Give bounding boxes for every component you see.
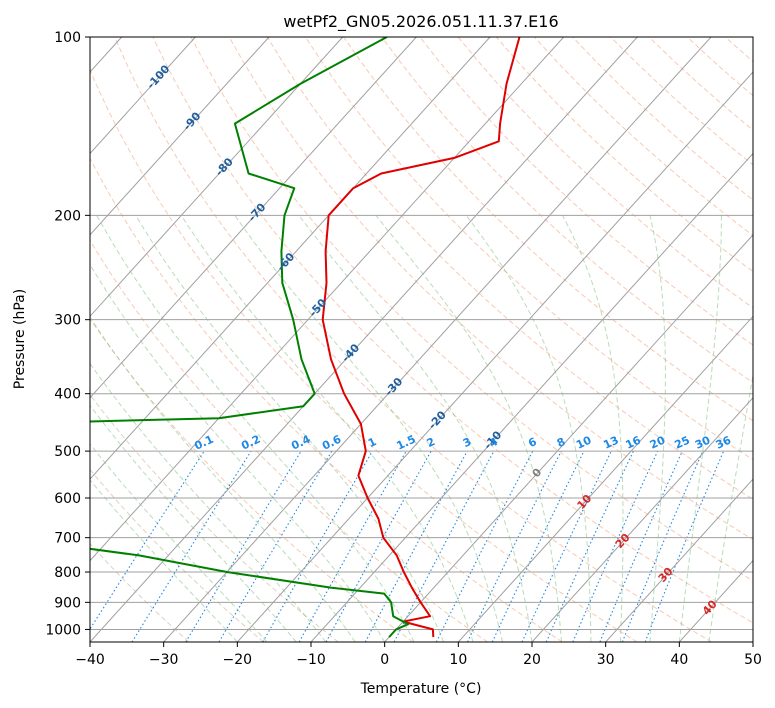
isotherm-line xyxy=(605,478,753,642)
isotherm-line xyxy=(90,37,417,399)
isotherm-line xyxy=(531,396,753,642)
mixing-ratio-line xyxy=(325,450,432,642)
y-tick-label: 100 xyxy=(54,30,81,46)
x-axis-title: Temperature (°C) xyxy=(360,681,482,697)
moist-adiabat xyxy=(180,215,474,642)
isotherm-line xyxy=(236,71,753,642)
mixing-ratio-line xyxy=(599,450,683,642)
dry-adiabat xyxy=(343,37,753,422)
y-tick-label: 800 xyxy=(54,565,81,581)
y-tick-label: 300 xyxy=(54,313,81,329)
x-tick-label: −30 xyxy=(149,652,179,668)
mixing-ratio-label: 16 xyxy=(624,433,644,451)
x-tick-label: −10 xyxy=(296,652,326,668)
series-lines xyxy=(90,37,521,638)
moist-adiabat xyxy=(562,215,624,642)
moist-adiabat xyxy=(90,443,268,642)
moist-adiabat xyxy=(90,479,238,642)
dry-adiabat xyxy=(90,68,638,642)
isotherm-line xyxy=(90,37,344,318)
x-axis-ticks: −40 −30 −20 −10 0 10 20 30 40 50 xyxy=(75,642,762,668)
y-axis-title: Pressure (hPa) xyxy=(12,289,28,389)
mixing-ratio-line xyxy=(621,450,704,642)
dewpoint-line xyxy=(90,37,410,638)
dry-adiabat xyxy=(190,37,753,582)
moist-adiabat xyxy=(96,215,415,642)
x-tick-label: 20 xyxy=(523,652,541,668)
isotherm-line xyxy=(90,37,196,155)
isotherm-line xyxy=(90,37,491,480)
isotherm-line xyxy=(457,315,753,642)
isotherm-line xyxy=(90,37,270,236)
dry-adiabat xyxy=(90,157,563,642)
mixing-ratio-line xyxy=(572,450,659,642)
dry-adiabat xyxy=(90,239,488,642)
mixing-ratio-line xyxy=(298,450,407,642)
y-axis-ticks: 100 200 300 400 500 600 700 800 900 1000 xyxy=(45,30,90,638)
moist-adiabats xyxy=(90,214,753,642)
dry-adiabat xyxy=(152,37,753,624)
x-tick-label: 0 xyxy=(380,652,389,668)
x-tick-label: −40 xyxy=(75,652,105,668)
isotherms xyxy=(90,37,753,642)
dry-adiabat xyxy=(305,37,753,461)
y-tick-label: 900 xyxy=(54,595,81,611)
mixing-ratio-label: 30 xyxy=(693,433,713,451)
y-tick-label: 200 xyxy=(54,208,81,224)
isotherm-line xyxy=(310,152,753,642)
mixing-ratio-label: 20 xyxy=(648,433,668,451)
plot-area: -100-90-80-70-60-50-40-30-20-10010203040… xyxy=(90,37,775,642)
x-tick-label: −20 xyxy=(223,652,253,668)
isotherm-line xyxy=(752,641,753,642)
y-tick-label: 400 xyxy=(54,387,81,403)
isotherm-line xyxy=(163,37,712,642)
plot-frame xyxy=(89,36,754,643)
chart-title: wetPf2_GN05.2026.051.11.37.E16 xyxy=(283,12,558,32)
x-tick-label: 10 xyxy=(449,652,467,668)
moist-adiabat xyxy=(135,215,445,642)
y-tick-label: 500 xyxy=(54,444,81,460)
mixing-ratio-label: 36 xyxy=(714,433,734,451)
moist-adiabat xyxy=(649,215,666,642)
x-tick-label: 40 xyxy=(670,652,688,668)
isotherm-line xyxy=(90,37,565,562)
dry-adiabat xyxy=(457,37,753,309)
isotherm-line xyxy=(90,37,638,642)
y-tick-label: 600 xyxy=(54,491,81,507)
moist-adiabat xyxy=(678,215,722,642)
moist-adiabat xyxy=(90,404,297,642)
mixing-ratio-line xyxy=(435,450,534,642)
x-tick-label: 30 xyxy=(597,652,615,668)
y-tick-label: 700 xyxy=(54,531,81,547)
mixing-ratio-line xyxy=(185,450,302,642)
moist-adiabat xyxy=(90,316,356,642)
dry-adiabat xyxy=(763,37,775,642)
dry-adiabat xyxy=(419,37,753,346)
isobars xyxy=(90,214,753,630)
moist-adiabat xyxy=(298,214,533,642)
mixing-ratio-line xyxy=(90,450,205,631)
moist-adiabat xyxy=(90,362,327,642)
mixing-ratio-label: 13 xyxy=(601,434,620,452)
x-tick-label: 50 xyxy=(744,652,762,668)
mixing-ratio-label: 25 xyxy=(673,434,692,452)
isotherm-line xyxy=(384,234,753,642)
moist-adiabat xyxy=(90,263,386,642)
temperature-line xyxy=(321,37,521,638)
mixing-ratio-line xyxy=(364,450,468,642)
mixing-ratio-label: 10 xyxy=(574,433,594,451)
mixing-ratio-line xyxy=(467,450,562,642)
y-tick-label: 1000 xyxy=(45,622,81,638)
